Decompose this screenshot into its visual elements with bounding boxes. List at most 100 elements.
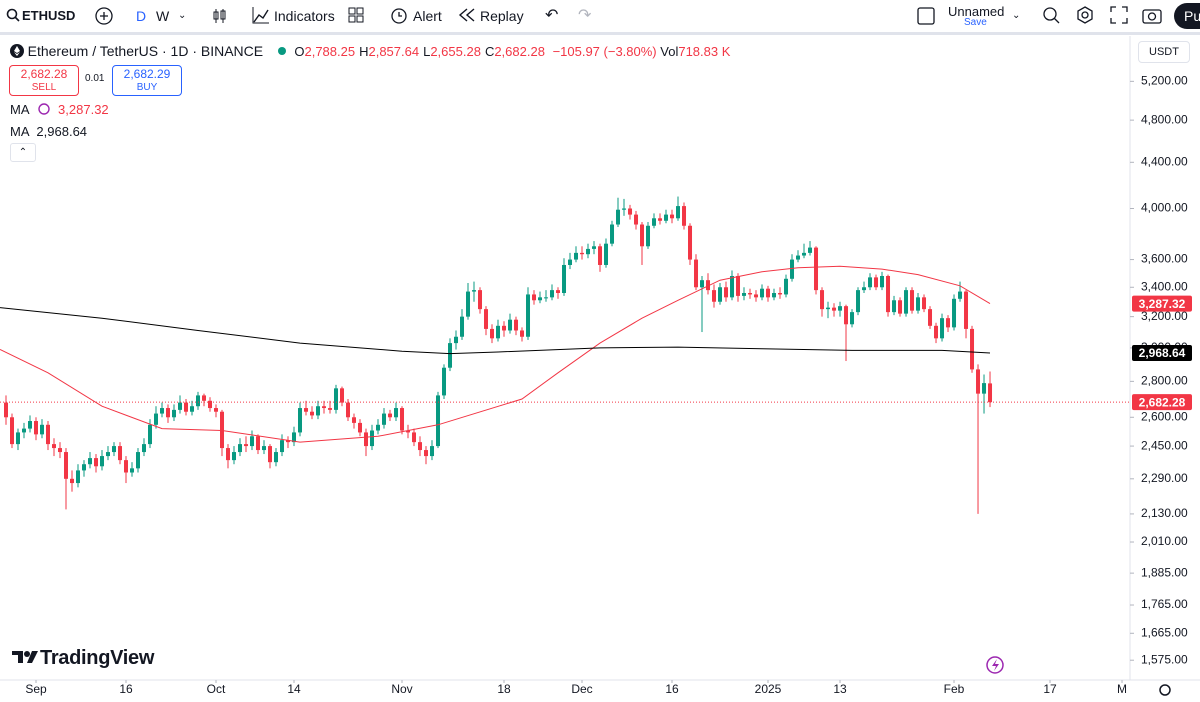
candle-body bbox=[928, 309, 933, 326]
interval[interactable]: W bbox=[156, 8, 170, 24]
buy-button[interactable]: 2,682.29 BUY bbox=[112, 65, 182, 96]
change: −105.97 (−3.80%) bbox=[552, 44, 657, 59]
indicator-row: MA 3,287.32 bbox=[10, 102, 109, 117]
add-symbol[interactable] bbox=[94, 6, 114, 26]
undo[interactable]: ↶ bbox=[545, 7, 559, 24]
dropdown-caret[interactable]: ⌄ bbox=[1012, 10, 1021, 21]
settings-icon[interactable] bbox=[1159, 684, 1171, 696]
candle-body bbox=[46, 424, 51, 445]
candle-body bbox=[502, 325, 507, 331]
candle-body bbox=[904, 290, 909, 314]
candle-body bbox=[844, 306, 849, 325]
layout-name[interactable]: Unnamed bbox=[948, 4, 1005, 19]
candle-body bbox=[184, 402, 189, 412]
settings-icon[interactable] bbox=[1076, 6, 1094, 24]
candle-body bbox=[298, 408, 303, 433]
replay-button[interactable]: Replay bbox=[480, 8, 524, 24]
replay-icon bbox=[458, 8, 475, 22]
candle-body bbox=[826, 307, 831, 310]
fullscreen-icon[interactable] bbox=[1110, 6, 1128, 24]
candle-body bbox=[880, 275, 885, 288]
price-tag-label: 2,968.64 bbox=[1139, 346, 1186, 360]
quick-search-icon[interactable] bbox=[1042, 6, 1060, 24]
event-icon[interactable] bbox=[986, 656, 1004, 674]
candle-body bbox=[388, 413, 393, 418]
candle-body bbox=[688, 225, 693, 260]
ohlc-values: O2,788.25 H2,857.64 L2,655.28 C2,682.28 bbox=[294, 44, 549, 59]
candle-body bbox=[934, 325, 939, 339]
candle-body bbox=[940, 318, 945, 339]
market-status bbox=[277, 47, 286, 55]
candle-body bbox=[70, 478, 75, 484]
y-tick-label: 2,450.00 bbox=[1141, 438, 1188, 452]
symbol[interactable]: ETHUSD bbox=[22, 8, 76, 23]
candle-body bbox=[838, 306, 843, 311]
buy-label: BUY bbox=[136, 82, 158, 93]
candle-body bbox=[868, 277, 873, 288]
candle-body bbox=[88, 458, 93, 465]
indicators-button[interactable]: Indicators bbox=[274, 8, 335, 24]
candle-body bbox=[814, 247, 819, 291]
candle-body bbox=[862, 287, 867, 291]
ohlc-key: O bbox=[294, 44, 305, 59]
candle-body bbox=[148, 424, 153, 445]
chart-type-icon[interactable] bbox=[212, 7, 228, 25]
snapshot-icon[interactable] bbox=[1142, 6, 1162, 24]
ohlc-key: C bbox=[484, 44, 495, 59]
candle-body bbox=[466, 291, 471, 317]
candle-body bbox=[946, 318, 951, 328]
candle-body bbox=[856, 290, 861, 313]
x-tick-label: 18 bbox=[497, 682, 511, 696]
x-tick-label: 16 bbox=[119, 682, 133, 696]
x-tick-label: 2025 bbox=[755, 682, 782, 696]
publish-button[interactable]: Pu bbox=[1174, 3, 1200, 29]
candle-body bbox=[208, 400, 213, 409]
currency-selector[interactable]: USDT bbox=[1138, 41, 1190, 63]
candle-body bbox=[124, 460, 129, 473]
candle-body bbox=[886, 275, 891, 313]
x-tick-label: 14 bbox=[287, 682, 301, 696]
candle-body bbox=[952, 298, 957, 328]
candle-body bbox=[172, 409, 177, 418]
candle-body bbox=[22, 428, 27, 433]
collapse-legend[interactable]: ⌃ bbox=[10, 143, 36, 162]
candle-body bbox=[364, 432, 369, 447]
candle-body bbox=[160, 408, 165, 414]
sell-button[interactable]: 2,682.28 SELL bbox=[9, 65, 79, 96]
candle-body bbox=[64, 452, 69, 479]
candle-body bbox=[556, 290, 561, 294]
candle-body bbox=[370, 430, 375, 447]
candle-body bbox=[724, 287, 729, 298]
price-tag-label: 2,682.28 bbox=[1139, 395, 1186, 409]
candle-body bbox=[760, 288, 765, 298]
alert-button[interactable]: Alert bbox=[413, 8, 442, 24]
y-tick-label: 1,765.00 bbox=[1141, 597, 1188, 611]
redo[interactable]: ↷ bbox=[578, 7, 592, 24]
candle-body bbox=[508, 319, 513, 331]
templates-icon[interactable] bbox=[348, 7, 364, 23]
brand-name: TradingView bbox=[40, 647, 155, 669]
y-tick-label: 3,400.00 bbox=[1141, 279, 1188, 293]
brand-logo bbox=[12, 651, 38, 663]
candle-body bbox=[982, 383, 987, 394]
candle-body bbox=[670, 214, 675, 219]
candle-body bbox=[418, 442, 423, 451]
candle-body bbox=[40, 424, 45, 435]
layout-icon[interactable] bbox=[917, 7, 935, 25]
candle-body bbox=[748, 293, 753, 295]
candle-body bbox=[664, 214, 669, 221]
candle-body bbox=[562, 264, 567, 294]
price-tag bbox=[1132, 295, 1192, 312]
y-tick-label: 2,130.00 bbox=[1141, 506, 1188, 520]
candle-body bbox=[196, 395, 201, 407]
candle-body bbox=[274, 452, 279, 463]
candle-body bbox=[676, 206, 681, 219]
candle-body bbox=[700, 280, 705, 288]
interval[interactable]: D bbox=[136, 8, 147, 24]
candle-body bbox=[514, 319, 519, 331]
candle-body bbox=[58, 448, 63, 453]
candle-body bbox=[574, 252, 579, 260]
candle-body bbox=[256, 436, 261, 451]
dropdown-caret[interactable]: ⌄ bbox=[178, 10, 187, 21]
